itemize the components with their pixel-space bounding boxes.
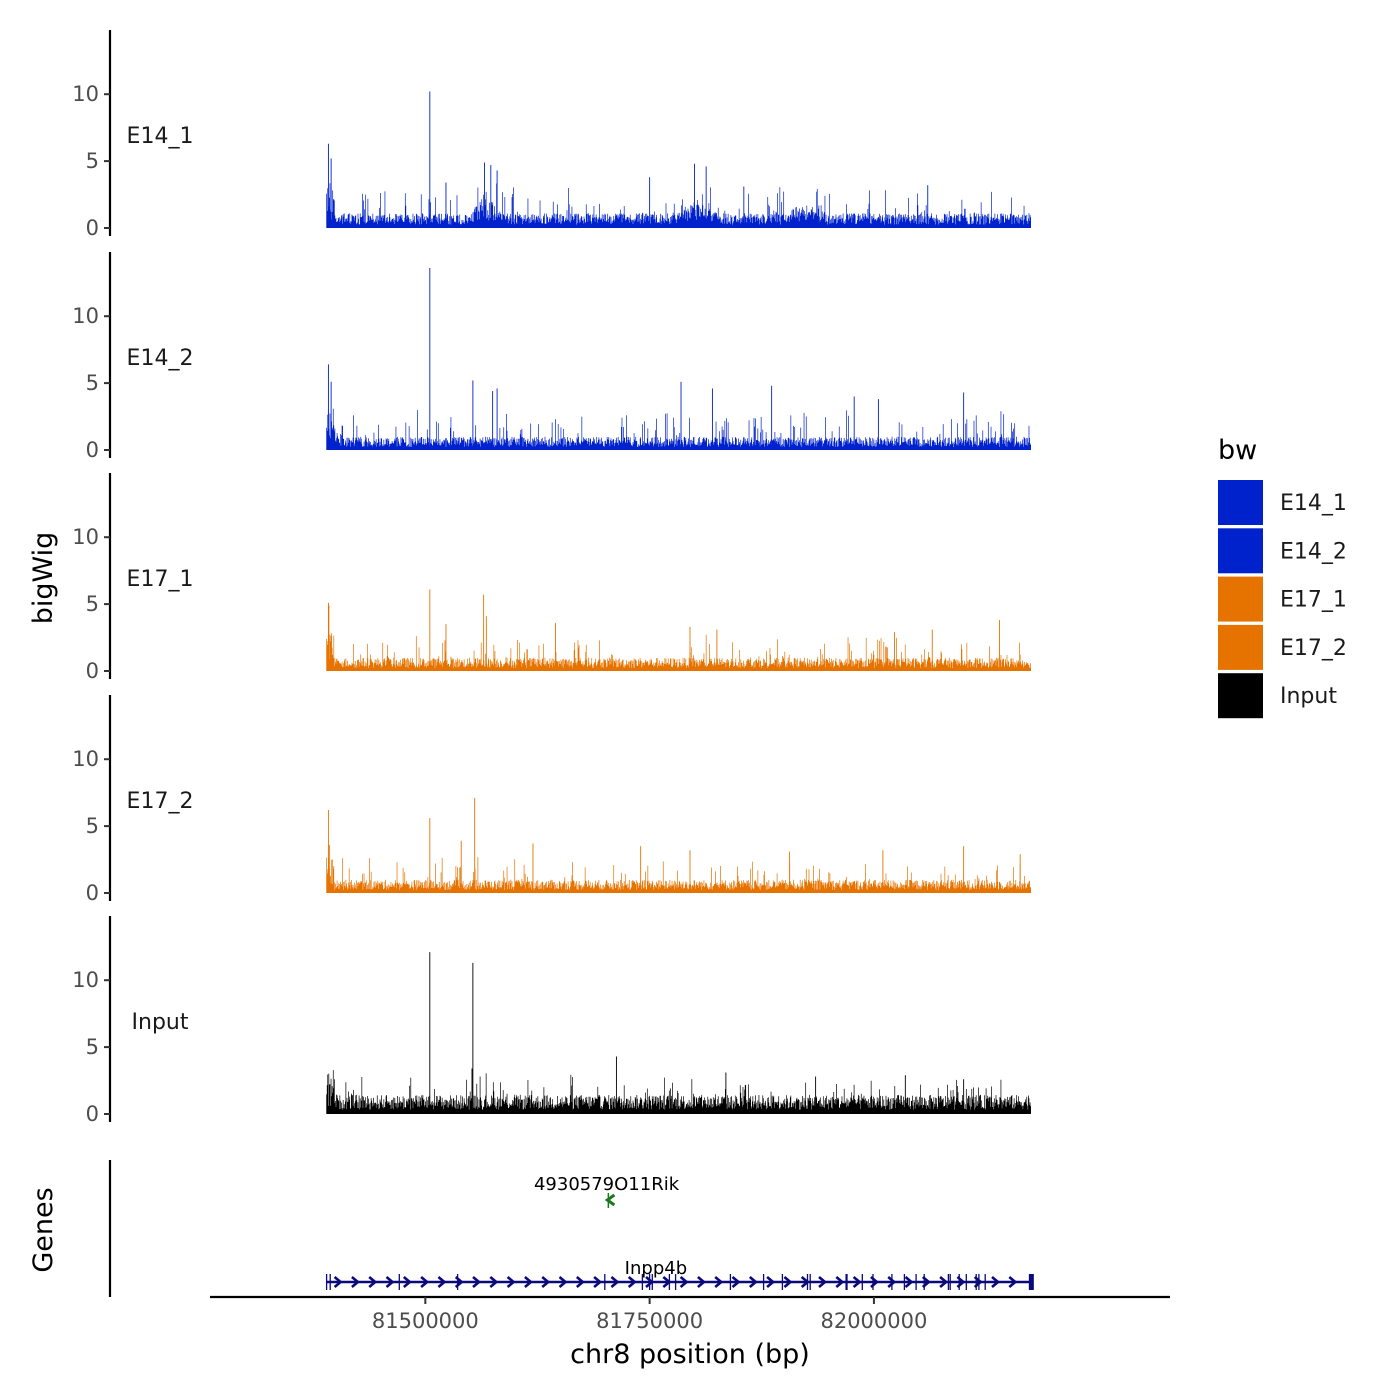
y-tick-label: 0 <box>86 216 99 240</box>
track-label: Input <box>132 1010 189 1035</box>
y-tick-label: 5 <box>86 149 99 173</box>
y-tick-label: 0 <box>86 659 99 683</box>
legend-swatch <box>1218 624 1263 670</box>
y-tick-label: 5 <box>86 1035 99 1059</box>
legend-label: E14_2 <box>1280 539 1347 564</box>
signal-bars <box>326 183 1031 228</box>
track-label: E17_2 <box>127 789 194 814</box>
legend: bw E14_1 E14_2 E17_1 E17_2 Input <box>1218 435 1347 719</box>
track-label: E14_1 <box>127 124 194 149</box>
gene-track: 4930579O11Rik Inpp4b <box>108 1160 1034 1297</box>
x-axis-title: chr8 position (bp) <box>570 1339 810 1370</box>
y-tick-label: 10 <box>72 525 99 549</box>
signal-bars <box>326 1070 1031 1114</box>
strand-arrow <box>604 1193 616 1207</box>
y-tick-label: 0 <box>86 881 99 905</box>
legend-label: E14_1 <box>1280 491 1347 516</box>
legend-swatch <box>1218 528 1263 574</box>
track-e14-2: 0 5 10 E14_2 <box>72 252 1031 462</box>
x-tick-label: 82000000 <box>820 1309 927 1333</box>
legend-item: E17_1 <box>1218 576 1347 622</box>
y-tick-label: 10 <box>72 304 99 328</box>
y-tick-label: 10 <box>72 968 99 992</box>
legend-item: E14_1 <box>1218 480 1347 525</box>
x-tick-label: 81750000 <box>596 1309 703 1333</box>
track-input: 0 5 10 Input <box>72 916 1031 1126</box>
y-tick-label: 0 <box>86 1102 99 1126</box>
x-tick-label: 81500000 <box>372 1309 479 1333</box>
gene-label: 4930579O11Rik <box>534 1174 680 1195</box>
x-axis: 81500000 81750000 82000000 <box>210 1295 1170 1333</box>
y-tick-label: 5 <box>86 592 99 616</box>
y-tick-label: 0 <box>86 438 99 462</box>
legend-item: E14_2 <box>1218 528 1347 574</box>
y-tick-label: 10 <box>72 747 99 771</box>
legend-title: bw <box>1218 435 1257 466</box>
track-e17-1: 0 5 10 E17_1 <box>72 473 1031 683</box>
y-tick-label: 5 <box>86 371 99 395</box>
legend-label: Input <box>1280 684 1337 709</box>
legend-label: E17_1 <box>1280 588 1347 613</box>
gene-4930579o11rik: 4930579O11Rik <box>534 1174 680 1208</box>
legend-item: Input <box>1218 673 1337 719</box>
gene-end <box>1028 1274 1034 1290</box>
legend-item: E17_2 <box>1218 624 1347 670</box>
strand-arrows <box>333 1276 1018 1288</box>
y-tick-label: 5 <box>86 814 99 838</box>
track-e14-1: 0 5 10 E14_1 <box>72 30 1031 240</box>
legend-swatch <box>1218 576 1263 622</box>
gene-inpp4b: Inpp4b <box>325 1258 1034 1290</box>
legend-label: E17_2 <box>1280 636 1347 661</box>
gene-label: Inpp4b <box>625 1258 687 1279</box>
signal-bars <box>326 633 1031 671</box>
y-axis-title: bigWig <box>28 532 59 625</box>
legend-swatch <box>1218 673 1263 719</box>
y-tick-label: 10 <box>72 82 99 106</box>
track-e17-2: 0 5 10 E17_2 <box>72 695 1031 905</box>
genes-axis-title: Genes <box>28 1187 59 1272</box>
track-label: E14_2 <box>127 346 194 371</box>
track-label: E17_1 <box>127 567 194 592</box>
signal-bars <box>326 408 1031 450</box>
signal-bars <box>326 857 1031 893</box>
legend-swatch <box>1218 480 1263 525</box>
signal-tracks: 0 5 10 E14_1 0 5 10 E14_2 0 5 10 E17_1 0 5 10 E17_2 0 5 10… <box>72 30 1031 1126</box>
